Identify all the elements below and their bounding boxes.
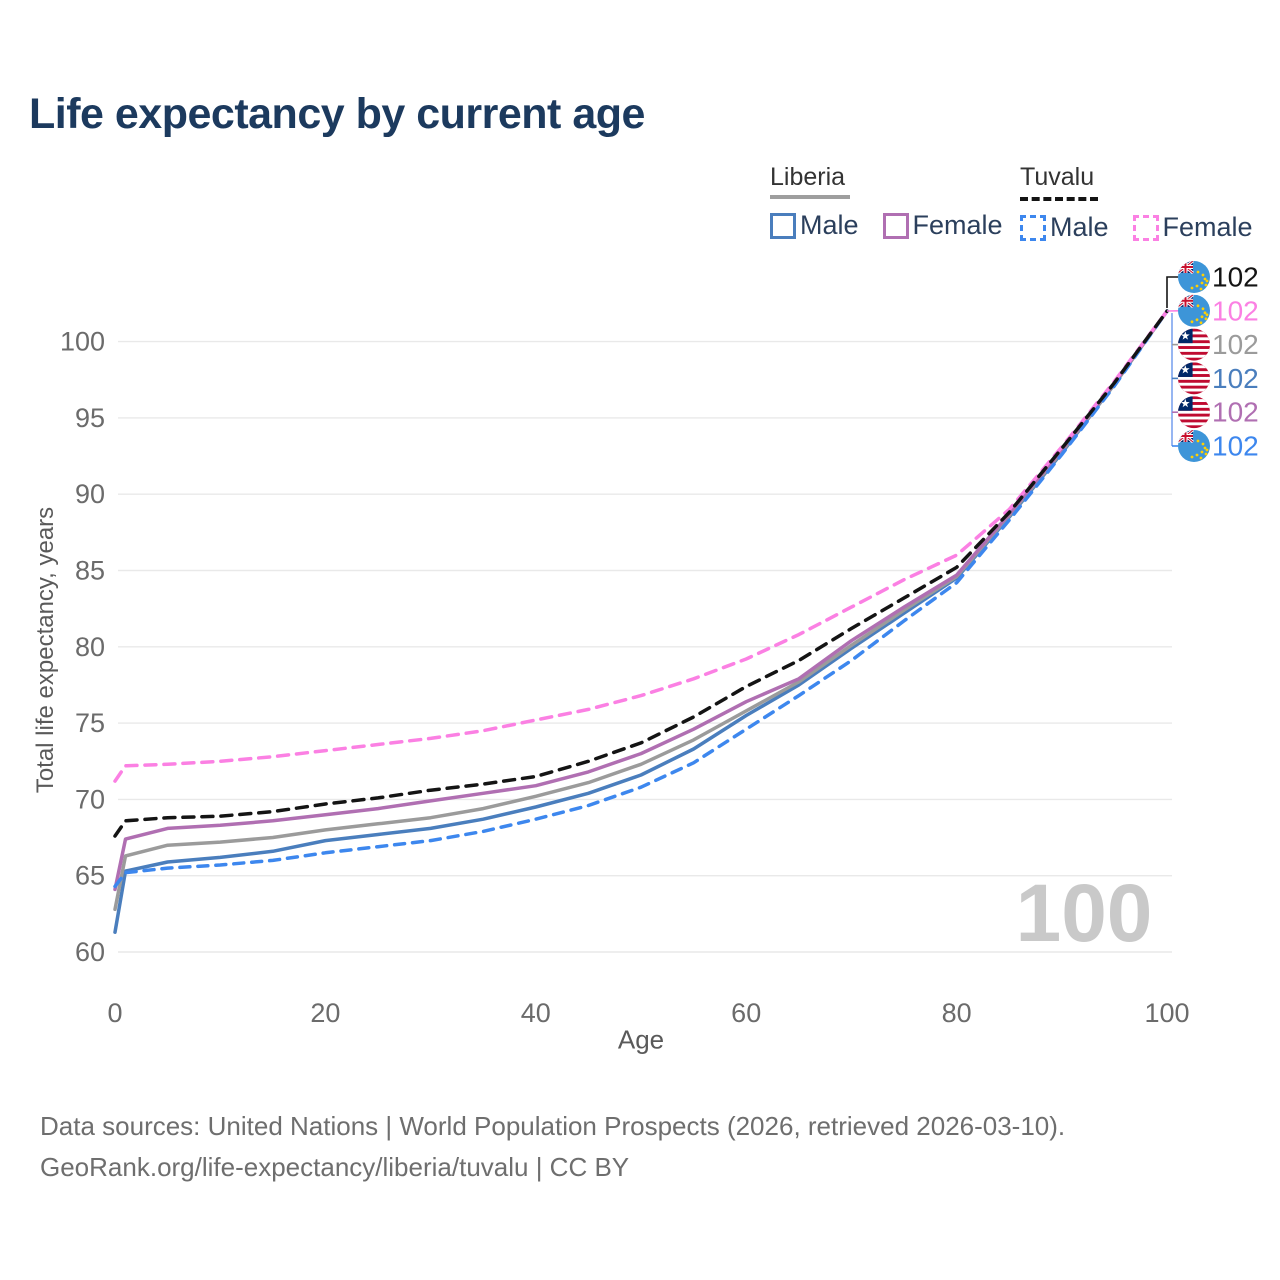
end-label-liberia-female: 102: [1212, 397, 1259, 428]
series-line-tuvalu-female[interactable]: [113, 309, 1169, 783]
x-tick-label: 100: [1144, 998, 1189, 1028]
x-axis-title: Age: [617, 1024, 665, 1055]
tuvalu-line-style-sample: [1020, 195, 1098, 201]
y-tick-label: 75: [75, 708, 105, 738]
x-tick-label: 80: [942, 998, 972, 1028]
legend-item-tuvalu-male[interactable]: Male: [1020, 212, 1109, 243]
tuvalu-male-swatch-icon: [1020, 214, 1046, 241]
x-tick-label: 40: [521, 998, 551, 1028]
y-tick-label: 85: [75, 556, 105, 586]
page-title: Life expectancy by current age: [29, 90, 645, 138]
liberia-flag-icon: [1178, 362, 1210, 395]
series-line-tuvalu-male[interactable]: [113, 309, 1169, 889]
y-tick-label: 95: [75, 403, 105, 433]
attribution-text: GeoRank.org/life-expectancy/liberia/tuva…: [40, 1152, 630, 1182]
x-tick-label: 60: [731, 998, 761, 1028]
tuvalu-flag-icon: [1178, 294, 1210, 327]
y-tick-label: 70: [75, 784, 105, 814]
age-watermark: 100: [1015, 868, 1153, 959]
data-sources-text: Data sources: United Nations | World Pop…: [40, 1111, 1066, 1141]
tuvalu-flag-icon: [1178, 430, 1210, 462]
connector-tuvalu-both: [1166, 276, 1178, 308]
legend-label-tuvalu-female: Female: [1162, 212, 1253, 242]
end-label-liberia-both: 102: [1212, 329, 1259, 360]
legend-group-tuvalu: Tuvalu Male Female: [1020, 163, 1253, 243]
y-tick-label: 100: [60, 327, 105, 357]
series-line-liberia-female[interactable]: [113, 309, 1169, 892]
footer: Data sources: United Nations | World Pop…: [40, 1106, 1065, 1188]
liberia-female-swatch-icon: [882, 212, 909, 239]
liberia-line-style-sample: [770, 195, 850, 199]
liberia-male-swatch-icon: [770, 212, 796, 239]
legend-item-liberia-male[interactable]: Male: [770, 210, 859, 241]
end-label-tuvalu-female: 102: [1212, 295, 1259, 326]
tuvalu-flag-icon: [1178, 261, 1210, 293]
liberia-flag-icon: [1178, 396, 1210, 429]
legend-label-liberia-female: Female: [912, 210, 1003, 240]
legend-group-liberia: Liberia Male Female: [770, 163, 1003, 241]
y-tick-label: 90: [75, 479, 105, 509]
legend-label-tuvalu-male: Male: [1050, 212, 1109, 242]
tuvalu-female-swatch-icon: [1132, 214, 1159, 241]
legend-country-tuvalu[interactable]: Tuvalu: [1020, 163, 1095, 191]
liberia-flag-icon: [1178, 328, 1210, 361]
legend-item-liberia-female[interactable]: Female: [882, 210, 1003, 241]
end-label-tuvalu-male: 102: [1212, 431, 1259, 462]
legend-country-liberia[interactable]: Liberia: [770, 163, 846, 191]
x-tick-label: 0: [107, 998, 122, 1028]
legend-label-liberia-male: Male: [800, 210, 859, 240]
legend-item-tuvalu-female[interactable]: Female: [1132, 212, 1253, 243]
y-tick-label: 65: [75, 861, 105, 891]
series-line-tuvalu-both[interactable]: [113, 309, 1169, 838]
end-label-tuvalu-both: 102: [1212, 262, 1259, 293]
y-tick-label: 80: [75, 632, 105, 662]
y-tick-label: 60: [75, 937, 105, 967]
x-tick-label: 20: [310, 998, 340, 1028]
end-label-liberia-male: 102: [1212, 363, 1259, 394]
